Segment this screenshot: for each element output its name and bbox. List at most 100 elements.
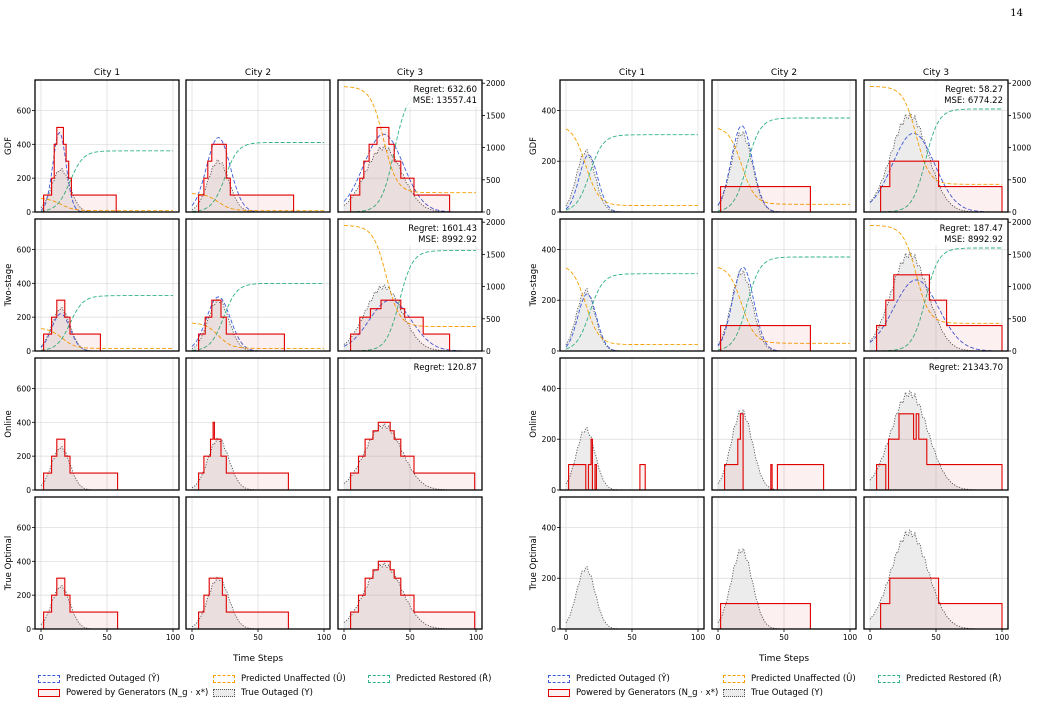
true-outaged-area — [344, 424, 476, 490]
x-tick-label: 50 — [102, 633, 112, 642]
legend-label: Powered by Generators (N_g · x*) — [576, 688, 719, 698]
annotation-text: Regret: 58.27 — [945, 85, 1003, 95]
annotation-box — [928, 222, 1005, 246]
powered-line — [566, 438, 698, 491]
annotation-text: MSE: 8992.92 — [944, 235, 1003, 245]
true-outaged-area — [718, 131, 850, 212]
predicted-unaffected-line — [344, 225, 476, 327]
powered-line — [344, 299, 476, 352]
legend-label: Predicted Restored (R̂) — [396, 674, 492, 684]
subplot-frame — [185, 218, 331, 352]
y-tick-label: 600 — [17, 523, 32, 532]
predicted-unaffected-line — [343, 86, 476, 194]
powered-area — [718, 603, 850, 629]
y-tick-label: 0 — [26, 486, 31, 495]
true-outaged-area — [870, 391, 1002, 490]
x-tick-label: 0 — [716, 633, 721, 642]
y2-tick-label: 500 — [486, 176, 501, 185]
y-tick-label: 200 — [17, 591, 32, 600]
y2-tick-label: 0 — [1012, 208, 1017, 217]
subplot-left-trueopt-c2 — [185, 496, 331, 632]
page-number: 14 — [1010, 8, 1023, 19]
legend-label: Predicted Outaged (Ŷ) — [576, 674, 670, 684]
x-axis-label: Time Steps — [758, 654, 809, 664]
subplot-right-online-c2 — [711, 357, 857, 491]
row-label-trueopt: True Optimal — [529, 536, 539, 591]
row-label-gdf: GDF — [4, 137, 14, 155]
subplot-right-trueopt-c2 — [711, 496, 857, 632]
subplot-right-trueopt-c3 — [863, 496, 1009, 632]
legend-item-powered: Powered by Generators (N_g · x*) — [38, 688, 208, 698]
y2-tick-label: 1000 — [1012, 144, 1031, 153]
y-tick-label: 0 — [26, 347, 31, 356]
legend-item-true_out: True Outaged (Y) — [723, 688, 823, 698]
x-tick-label: 0 — [564, 633, 569, 642]
y-tick-label: 200 — [542, 574, 557, 583]
subplot-right-trueopt-c1 — [557, 496, 705, 632]
true-outaged-area — [192, 438, 324, 490]
true-outaged-line — [869, 529, 1002, 630]
powered-area — [41, 300, 173, 351]
y2-tick-label: 0 — [486, 347, 491, 356]
predicted-restored-line — [40, 150, 173, 212]
subplot-frame — [34, 357, 180, 491]
true-outaged-area — [41, 168, 173, 212]
subplot-right-gdf-c3 — [863, 79, 1011, 213]
y-tick-label: 600 — [17, 245, 32, 254]
y-tick-label: 0 — [551, 347, 556, 356]
powered-line — [41, 577, 173, 630]
subplot-frame — [337, 357, 483, 491]
true-outaged-area — [41, 307, 173, 351]
y-tick-label: 400 — [542, 523, 557, 532]
annotation-box — [402, 83, 479, 107]
subplot-frame — [711, 218, 857, 352]
legend-swatch — [723, 689, 745, 697]
predicted-outaged-line — [869, 279, 1003, 352]
y-tick-label: 200 — [542, 435, 557, 444]
x-tick-label: 50 — [931, 633, 941, 642]
powered-line — [41, 299, 173, 352]
y-tick-label: 200 — [17, 174, 32, 183]
powered-area — [344, 422, 476, 490]
powered-area — [344, 300, 476, 351]
legend-item-pred_out: Predicted Outaged (Ŷ) — [548, 674, 670, 684]
powered-area — [870, 413, 1002, 490]
annotation-text: Regret: 21343.70 — [929, 363, 1003, 373]
true-outaged-line — [343, 423, 476, 491]
true-outaged-area — [870, 252, 1002, 351]
y2-tick-label: 0 — [1012, 347, 1017, 356]
powered-line — [344, 126, 476, 213]
true-outaged-area — [41, 585, 173, 629]
legend-label: Predicted Unaffected (Û) — [751, 674, 856, 684]
subplot-left-trueopt-c1 — [32, 496, 180, 632]
subplot-frame — [863, 218, 1009, 352]
legend-left: Predicted Outaged (Ŷ) Predicted Unaffecte… — [38, 674, 508, 704]
x-tick-label: 50 — [779, 633, 789, 642]
y2-tick-label: 1500 — [1012, 111, 1031, 120]
true-outaged-area — [718, 409, 850, 490]
y-tick-label: 200 — [542, 157, 557, 166]
subplot-frame — [559, 357, 705, 491]
predicted-unaffected-line — [870, 86, 1002, 185]
legend-label: True Outaged (Y) — [751, 688, 823, 698]
predicted-restored-line — [191, 142, 324, 212]
predicted-unaffected-line — [40, 328, 173, 349]
y-tick-label: 400 — [542, 106, 557, 115]
powered-area — [41, 578, 173, 629]
powered-area — [192, 422, 324, 490]
legend-item-pred_unaff: Predicted Unaffected (Û) — [723, 674, 856, 684]
y-tick-label: 400 — [542, 384, 557, 393]
x-tick-label: 50 — [253, 633, 263, 642]
y2-tick-label: 1500 — [486, 111, 505, 120]
powered-area — [192, 300, 324, 351]
y2-tick-label: 1000 — [1012, 283, 1031, 292]
x-tick-label: 100 — [317, 633, 332, 642]
true-outaged-area — [566, 149, 698, 212]
subplot-frame — [185, 357, 331, 491]
powered-area — [192, 144, 324, 212]
row-label-online: Online — [529, 410, 539, 437]
legend-label: Powered by Generators (N_g · x*) — [66, 688, 209, 698]
x-tick-label: 100 — [843, 633, 858, 642]
legend-item-true_out: True Outaged (Y) — [213, 688, 313, 698]
powered-area — [344, 127, 476, 212]
